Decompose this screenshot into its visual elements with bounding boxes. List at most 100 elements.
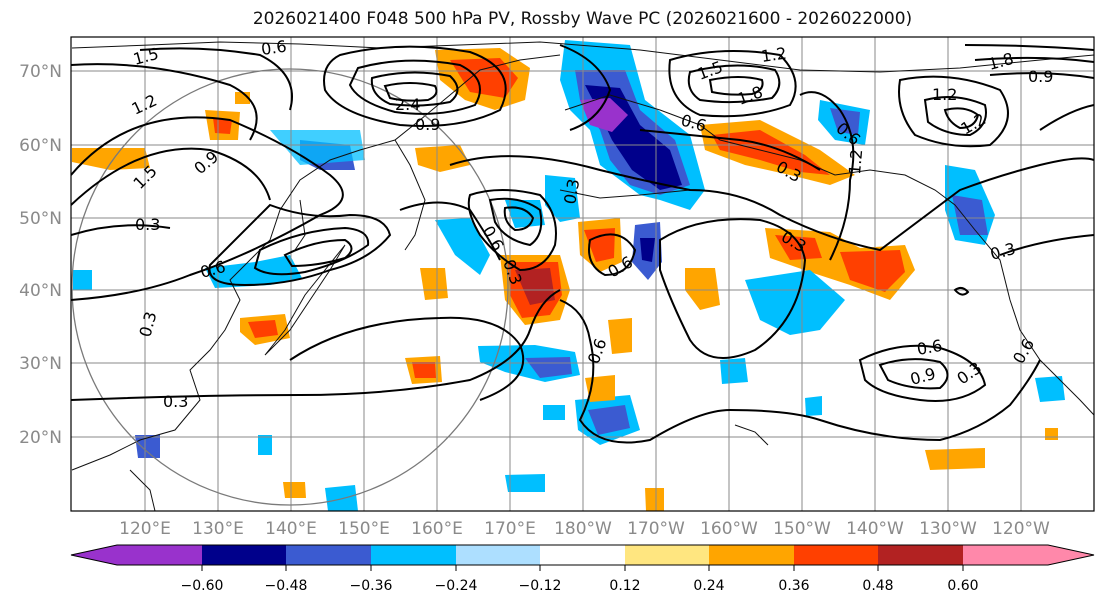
- lat-label: 60°N: [19, 136, 62, 156]
- shade-patch: [1035, 376, 1065, 402]
- colorbar-label: −0.48: [265, 578, 308, 594]
- colorbar-bin: [202, 545, 286, 565]
- colorbar-label: 0.24: [693, 578, 724, 594]
- pv-contour: [639, 129, 821, 171]
- shade-patch: [925, 448, 985, 470]
- contour-label: 0.9: [1028, 67, 1053, 86]
- lon-label: 130°W: [919, 519, 977, 539]
- pv-contour: [71, 289, 561, 401]
- coast-sakhalin: [294, 199, 306, 251]
- contour-label: 0.6: [915, 336, 943, 359]
- coast-arctic: [71, 41, 1094, 73]
- pv-contour: [708, 76, 764, 96]
- colorbar-bin: [117, 545, 202, 565]
- shade-patch: [645, 488, 664, 511]
- colorbar-bin: [371, 545, 456, 565]
- pv-contour: [964, 44, 1094, 51]
- shade-patch: [685, 268, 720, 310]
- shade-patch: [545, 175, 580, 222]
- shade-patch: [435, 218, 490, 275]
- pv-contour: [383, 82, 438, 102]
- coast-kamchatka: [394, 139, 426, 251]
- lat-labels: 70°N 60°N 50°N 40°N 30°N 20°N: [19, 62, 62, 448]
- lat-label: 30°N: [19, 354, 62, 374]
- lat-label: 50°N: [19, 209, 62, 229]
- pv-contour: [289, 316, 525, 401]
- pv-contour: [283, 238, 353, 268]
- lon-label: 130°E: [192, 519, 244, 539]
- contour-label: 2.4: [395, 95, 420, 114]
- pv-contour: [71, 63, 258, 141]
- colorbar-bin: [878, 545, 963, 565]
- pv-contour: [139, 47, 293, 111]
- pv-contour: [687, 64, 781, 104]
- lon-label: 170°W: [627, 519, 685, 539]
- shade-patch: [1045, 428, 1058, 440]
- coast-philippines: [129, 469, 156, 511]
- gridlines: [71, 37, 1094, 511]
- coast-aleutians: [559, 189, 691, 199]
- pv-contour: [449, 155, 1094, 252]
- lon-label: 140°W: [846, 519, 904, 539]
- shade-patch: [415, 145, 470, 172]
- pv-contour: [208, 203, 392, 287]
- pv-contour: [467, 189, 557, 272]
- shade-patch: [830, 108, 860, 135]
- pv-contour: [878, 358, 949, 390]
- shade-patch: [135, 435, 160, 458]
- pv-contour: [370, 71, 459, 107]
- shade-patch: [205, 255, 302, 288]
- pv-contour: [348, 59, 481, 115]
- contour-label: 0.3: [163, 392, 188, 411]
- lat-label: 70°N: [19, 62, 62, 82]
- lat-label: 20°N: [19, 428, 62, 448]
- shade-patch: [420, 268, 448, 300]
- shade-patch: [412, 362, 436, 378]
- pv-contour: [668, 50, 797, 118]
- pv-contour: [659, 218, 807, 359]
- pv-contour: [943, 107, 980, 130]
- pv-contour: [559, 299, 1041, 444]
- pv-contour: [253, 226, 370, 276]
- map-title: 2026021400 F048 500 hPa PV, Rossby Wave …: [252, 9, 913, 29]
- shade-patch: [525, 357, 572, 378]
- colorbar-label: 0.12: [609, 578, 640, 594]
- shade-patch: [805, 396, 822, 416]
- pv-contours: [71, 44, 1094, 444]
- map-frame: [70, 36, 1095, 512]
- shade-patch: [584, 228, 615, 262]
- contour-label: 1.2: [760, 44, 788, 66]
- colorbar-labels: −0.60 −0.48 −0.36 −0.24 −0.12 0.12 0.24 …: [181, 578, 979, 594]
- shade-patch: [325, 485, 358, 511]
- pv-contour: [923, 95, 987, 137]
- colorbar-bin: [286, 545, 371, 565]
- colorbar-max-extend: [1048, 545, 1094, 565]
- colorbar-bin: [625, 545, 709, 565]
- pv-contour: [858, 344, 987, 402]
- shade-patch: [608, 318, 632, 354]
- lon-label: 150°W: [773, 519, 831, 539]
- colorbar-bin: [963, 545, 1048, 565]
- pv-contour: [898, 75, 1009, 148]
- colorbar-min-extend: [71, 545, 117, 565]
- shade-patch: [515, 268, 555, 305]
- colorbar-label: −0.24: [435, 578, 478, 594]
- colorbar-label: −0.60: [181, 578, 224, 594]
- pv-contour: [588, 233, 637, 277]
- pv-contour: [71, 116, 344, 301]
- lon-label: 160°E: [411, 519, 463, 539]
- lon-label: 120°W: [992, 519, 1050, 539]
- pv-contour: [999, 234, 1094, 256]
- shade-patch: [720, 358, 748, 384]
- colorbar-bin: [709, 545, 794, 565]
- colorbar-label: −0.12: [519, 578, 562, 594]
- lon-label: 180°W: [554, 519, 612, 539]
- pv-contour: [974, 56, 1094, 63]
- pv-contour: [799, 91, 855, 261]
- pv-contour: [503, 206, 535, 232]
- pv-contour: [1039, 104, 1094, 131]
- shade-patch: [505, 474, 545, 492]
- shade-patch: [840, 250, 905, 292]
- colorbar-label: −0.36: [350, 578, 393, 594]
